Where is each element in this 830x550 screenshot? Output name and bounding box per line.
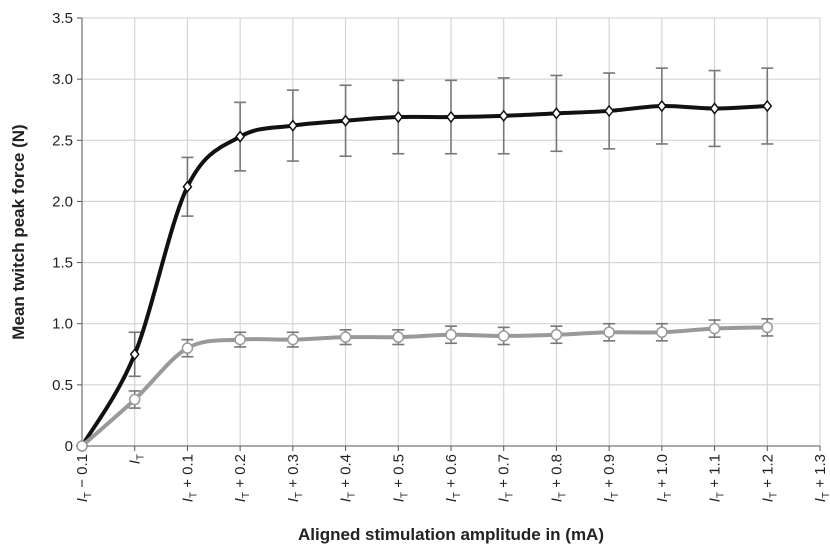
marker	[550, 328, 563, 341]
marker	[235, 130, 246, 143]
marker	[234, 333, 246, 346]
y-tick-label: 3.0	[52, 71, 73, 88]
y-tick-label: 1.5	[52, 255, 73, 272]
marker	[551, 107, 562, 120]
marker	[287, 119, 298, 132]
y-tick-label: 2.0	[52, 193, 73, 210]
x-tick-label: IT + 0.2	[232, 454, 252, 502]
y-tick-label: 3.5	[52, 10, 73, 27]
x-tick-label: IT + 0.5	[390, 454, 410, 502]
marker	[181, 342, 194, 354]
marker	[497, 330, 510, 342]
x-tick-label: IT + 0.7	[496, 454, 516, 502]
marker	[498, 109, 509, 123]
marker	[603, 326, 615, 339]
marker	[761, 321, 774, 334]
x-tick-label: IT + 0.6	[443, 454, 463, 502]
y-axis-title: Mean twitch peak force (N)	[9, 124, 28, 339]
marker	[604, 104, 615, 118]
marker	[445, 328, 457, 341]
marker	[182, 180, 193, 193]
marker	[340, 114, 351, 127]
x-tick-label: IT + 1.3	[812, 454, 830, 502]
x-tick-label: IT + 1.2	[759, 454, 779, 502]
marker	[708, 322, 721, 335]
marker	[656, 99, 667, 113]
y-tick-label: 1.0	[52, 316, 73, 333]
x-tick-label: IT + 1.0	[654, 454, 674, 502]
marker	[76, 440, 88, 452]
marker	[393, 110, 404, 124]
marker	[762, 99, 773, 113]
marker	[392, 331, 405, 343]
x-tick-label: IT + 0.4	[338, 454, 358, 502]
x-tick-label: IT + 0.1	[179, 454, 199, 502]
marker	[129, 348, 140, 361]
x-tick-label: IT + 1.1	[707, 454, 727, 502]
x-tick-label: IT	[127, 454, 147, 464]
marker	[287, 333, 299, 346]
y-tick-label: 0	[65, 438, 73, 455]
marker	[446, 110, 456, 124]
x-tick-label: IT + 0.8	[548, 454, 568, 502]
x-tick-label: IT + 0.3	[285, 454, 305, 502]
marker	[656, 326, 668, 339]
marker	[128, 393, 141, 406]
marker	[709, 102, 720, 115]
marker	[339, 331, 352, 343]
y-tick-label: 0.5	[52, 377, 73, 394]
x-axis-title: Aligned stimulation amplitude in (mA)	[298, 525, 604, 544]
y-tick-label: 2.5	[52, 132, 73, 149]
x-tick-label: IT + 0.9	[601, 454, 621, 502]
x-tick-label: IT − 0.1	[74, 454, 94, 502]
